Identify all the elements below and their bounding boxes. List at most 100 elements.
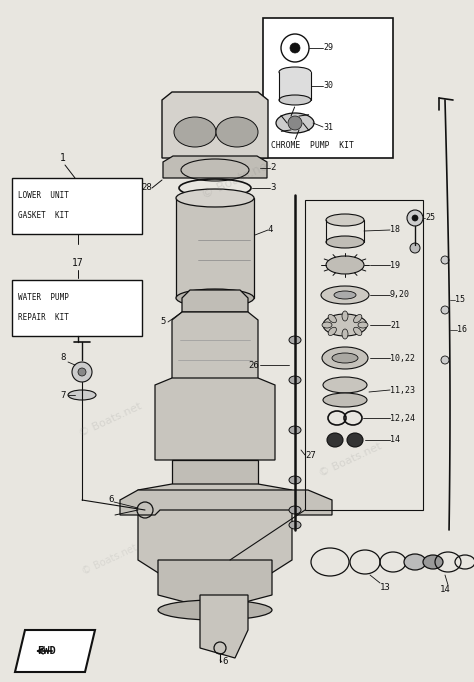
- Ellipse shape: [289, 506, 301, 514]
- Text: 18: 18: [390, 226, 400, 235]
- Ellipse shape: [328, 327, 337, 336]
- Text: 31: 31: [323, 123, 333, 132]
- Text: 8: 8: [60, 353, 65, 363]
- Text: GASKET  KIT: GASKET KIT: [18, 211, 69, 220]
- Ellipse shape: [322, 322, 332, 328]
- Polygon shape: [155, 378, 275, 460]
- Text: 25: 25: [425, 213, 435, 222]
- Ellipse shape: [68, 390, 96, 400]
- Text: © Boats.net: © Boats.net: [81, 543, 139, 577]
- Ellipse shape: [276, 113, 314, 133]
- Ellipse shape: [326, 236, 364, 248]
- Text: 14: 14: [390, 436, 400, 445]
- Text: 17: 17: [72, 258, 84, 268]
- Circle shape: [72, 362, 92, 382]
- Text: WATER  PUMP: WATER PUMP: [18, 293, 69, 303]
- Text: © Boats.net: © Boats.net: [200, 158, 274, 202]
- Text: 2: 2: [270, 164, 275, 173]
- Ellipse shape: [158, 600, 272, 620]
- Text: © Boats.net: © Boats.net: [77, 401, 143, 439]
- Text: 4: 4: [268, 226, 273, 235]
- Circle shape: [441, 356, 449, 364]
- Ellipse shape: [342, 311, 348, 321]
- Ellipse shape: [323, 314, 367, 336]
- Text: 7: 7: [60, 391, 65, 400]
- Ellipse shape: [216, 117, 258, 147]
- Text: 11,23: 11,23: [390, 385, 415, 394]
- Circle shape: [410, 243, 420, 253]
- Polygon shape: [120, 490, 332, 515]
- Ellipse shape: [176, 289, 254, 307]
- Polygon shape: [163, 156, 267, 178]
- Text: 19: 19: [390, 261, 400, 269]
- Text: CHROME  PUMP  KIT: CHROME PUMP KIT: [271, 141, 354, 151]
- Text: REPAIR  KIT: REPAIR KIT: [18, 314, 69, 323]
- Text: 14: 14: [440, 586, 451, 595]
- Ellipse shape: [279, 67, 311, 77]
- Polygon shape: [138, 484, 292, 600]
- Text: 30: 30: [323, 82, 333, 91]
- Ellipse shape: [289, 376, 301, 384]
- Circle shape: [441, 256, 449, 264]
- Ellipse shape: [176, 189, 254, 207]
- Circle shape: [288, 116, 302, 130]
- Ellipse shape: [358, 322, 368, 328]
- Polygon shape: [172, 460, 258, 488]
- Text: 16: 16: [457, 325, 467, 334]
- Text: 1: 1: [60, 153, 66, 163]
- Ellipse shape: [323, 377, 367, 393]
- Bar: [279, 72, 311, 100]
- Ellipse shape: [289, 426, 301, 434]
- Text: LOWER  UNIT: LOWER UNIT: [18, 192, 69, 201]
- Text: 9,20: 9,20: [390, 291, 410, 299]
- Text: 28: 28: [141, 183, 152, 192]
- Bar: [12, 280, 142, 336]
- Ellipse shape: [289, 521, 301, 529]
- Ellipse shape: [289, 476, 301, 484]
- Ellipse shape: [334, 291, 356, 299]
- Text: 27: 27: [305, 451, 316, 460]
- Polygon shape: [200, 595, 248, 658]
- Text: 6: 6: [108, 496, 113, 505]
- Ellipse shape: [327, 433, 343, 447]
- Ellipse shape: [404, 554, 426, 570]
- Circle shape: [78, 368, 86, 376]
- Circle shape: [441, 306, 449, 314]
- Text: 15: 15: [455, 295, 465, 304]
- Ellipse shape: [321, 286, 369, 304]
- Polygon shape: [162, 92, 268, 158]
- Ellipse shape: [326, 214, 364, 226]
- Bar: [305, 200, 423, 510]
- Text: 6: 6: [222, 657, 228, 666]
- Text: © Boats.net: © Boats.net: [317, 441, 383, 479]
- Ellipse shape: [279, 95, 311, 105]
- Polygon shape: [15, 630, 95, 672]
- Ellipse shape: [322, 347, 368, 369]
- Polygon shape: [158, 560, 272, 610]
- Text: 5: 5: [160, 318, 165, 327]
- Text: 10,22: 10,22: [390, 353, 415, 363]
- Text: 29: 29: [323, 44, 333, 53]
- Circle shape: [290, 43, 300, 53]
- Ellipse shape: [289, 336, 301, 344]
- Ellipse shape: [342, 329, 348, 339]
- Circle shape: [412, 215, 418, 221]
- Circle shape: [407, 210, 423, 226]
- Ellipse shape: [354, 314, 362, 323]
- Text: 21: 21: [390, 321, 400, 329]
- Polygon shape: [172, 312, 258, 380]
- Ellipse shape: [332, 353, 358, 363]
- Text: 26: 26: [248, 361, 259, 370]
- Ellipse shape: [347, 433, 363, 447]
- Text: 13: 13: [380, 584, 391, 593]
- Ellipse shape: [328, 314, 337, 323]
- Bar: [12, 178, 142, 234]
- Text: 3: 3: [270, 183, 275, 192]
- Ellipse shape: [354, 327, 362, 336]
- Ellipse shape: [174, 117, 216, 147]
- Bar: [176, 198, 254, 298]
- Ellipse shape: [323, 393, 367, 407]
- Ellipse shape: [423, 555, 443, 569]
- Polygon shape: [182, 290, 248, 312]
- Bar: [263, 18, 393, 158]
